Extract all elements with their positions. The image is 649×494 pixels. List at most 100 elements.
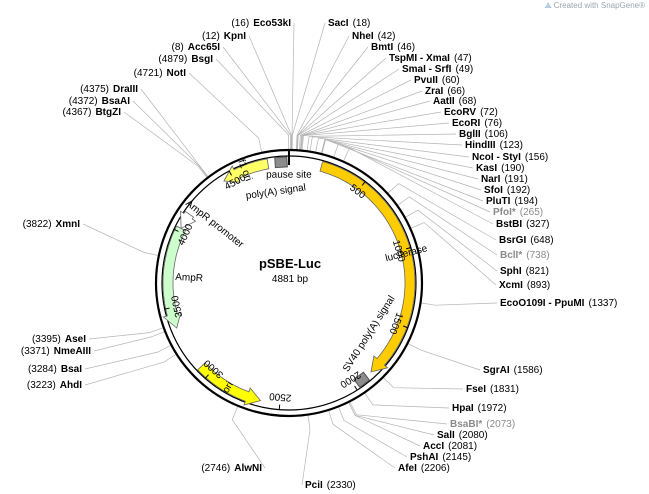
site-leader — [320, 138, 474, 169]
site-bsgi[interactable]: BsgI (4879) — [158, 54, 213, 65]
site-fsei[interactable]: FseI (1831) — [466, 384, 519, 395]
snapgene-logo-icon: ⟁ — [544, 1, 552, 10]
site-bstbi[interactable]: BstBI (327) — [496, 219, 549, 230]
site-name: HpaI — [452, 403, 474, 414]
site-ecorv[interactable]: EcoRV (72) — [444, 107, 498, 118]
site-position: (4367) — [63, 107, 92, 118]
site-name: PvuII — [414, 75, 438, 86]
site-name: XcmI — [499, 280, 523, 291]
site-ecoo109i-ppumi[interactable]: EcoO109I - PpuMI (1337) — [500, 298, 617, 309]
site-leader — [132, 100, 209, 178]
site-sfoi[interactable]: SfoI (192) — [484, 185, 530, 196]
site-name: BsaAI — [102, 96, 131, 107]
site-position: (1586) — [514, 365, 543, 376]
site-ecori[interactable]: EcoRI (76) — [452, 118, 502, 129]
site-noti[interactable]: NotI (4721) — [134, 68, 187, 79]
site-smai-srfi[interactable]: SmaI - SrfI (49) — [402, 64, 473, 75]
site-leader — [342, 147, 494, 225]
site-position: (194) — [514, 196, 537, 207]
tick-mark — [402, 325, 409, 329]
site-pvuii[interactable]: PvuII (60) — [414, 75, 460, 86]
site-name: AseI — [65, 334, 86, 345]
site-name: KasI — [476, 163, 497, 174]
site-acci[interactable]: AccI (2081) — [423, 441, 477, 452]
site-eco53ki[interactable]: Eco53kI (16) — [231, 18, 291, 29]
pause-site-box[interactable] — [274, 156, 288, 169]
site-name: Acc65I — [188, 42, 220, 53]
feature-label-ori: ori — [221, 380, 236, 395]
site-sali[interactable]: SalI (2080) — [437, 430, 488, 441]
site-xmni[interactable]: XmnI (3822) — [23, 219, 81, 230]
site-asei[interactable]: AseI (3395) — [32, 334, 86, 345]
site-bcli-[interactable]: BclI* (738) — [500, 250, 550, 261]
site-position: (3395) — [32, 334, 61, 345]
site-tspmi-xmai[interactable]: TspMI - XmaI (47) — [389, 53, 472, 64]
site-position: (3223) — [27, 380, 56, 391]
site-bsrgi[interactable]: BsrGI (648) — [499, 235, 554, 246]
site-leader — [348, 401, 421, 447]
site-leader — [306, 133, 457, 152]
site-bmti[interactable]: BmtI (46) — [371, 42, 415, 53]
site-position: (3371) — [21, 346, 50, 357]
feature-arrows — [162, 156, 416, 406]
site-ncoi-styi[interactable]: NcoI - StyI (156) — [472, 152, 548, 163]
site-kpni[interactable]: KpnI (12) — [202, 31, 246, 42]
site-xcmi[interactable]: XcmI (893) — [499, 280, 550, 291]
site-draiii[interactable]: DraIII (4375) — [80, 84, 138, 95]
site-name: SfoI — [484, 185, 503, 196]
feature-arrow-ampr-promoter[interactable] — [180, 210, 197, 229]
sv40-polya-box[interactable] — [353, 371, 371, 389]
site-saci[interactable]: SacI (18) — [328, 18, 370, 29]
site-name: SalI — [437, 430, 455, 441]
site-leader — [93, 331, 166, 352]
site-name: EcoO109I - PpuMI — [500, 298, 585, 309]
site-position: (893) — [527, 280, 550, 291]
site-bsabi-[interactable]: BsaBI* (2073) — [450, 419, 515, 430]
site-name: BsaBI* — [450, 419, 482, 430]
site-pshai[interactable]: PshAI (2145) — [410, 452, 471, 463]
site-name: BmtI — [371, 42, 393, 53]
site-zrai[interactable]: ZraI (66) — [425, 86, 465, 97]
site-leader — [301, 122, 450, 151]
site-leader — [321, 139, 482, 191]
site-nmeaiii[interactable]: NmeAIII (3371) — [21, 346, 91, 357]
tick-label: 2500 — [268, 390, 291, 403]
site-nhei[interactable]: NheI (42) — [352, 31, 395, 42]
site-position: (49) — [455, 64, 473, 75]
site-pcii[interactable]: PciI (2330) — [305, 480, 356, 491]
site-name: PfoI* — [493, 207, 516, 218]
tick-mark — [361, 181, 366, 186]
site-name: AhdI — [60, 380, 82, 391]
site-bsaai[interactable]: BsaAI (4372) — [69, 96, 130, 107]
feature-arrow-ori[interactable] — [197, 362, 262, 406]
feature-arrow-luciferase[interactable] — [319, 161, 416, 373]
site-nari[interactable]: NarI (191) — [481, 174, 528, 185]
feature-label-ampr-promoter: AmpR promoter — [183, 198, 246, 251]
feature-arrow-f1-ori[interactable] — [223, 158, 270, 183]
site-name: SacI — [328, 18, 349, 29]
site-ahdi[interactable]: AhdI (3223) — [27, 380, 82, 391]
site-afei[interactable]: AfeI (2206) — [398, 463, 450, 474]
site-kasi[interactable]: KasI (190) — [476, 163, 524, 174]
site-leader — [328, 409, 396, 469]
site-position: (4721) — [134, 68, 163, 79]
site-sgrai[interactable]: SgrAI (1586) — [483, 365, 543, 376]
snapgene-credit: ⟁ Created with SnapGene® — [545, 1, 645, 11]
site-acc65i[interactable]: Acc65I (8) — [172, 42, 221, 53]
site-hpai[interactable]: HpaI (1972) — [452, 403, 507, 414]
site-btgzi[interactable]: BtgZI(4367) — [63, 107, 122, 118]
site-hindiii[interactable]: HindIII (123) — [465, 140, 523, 151]
site-bsai[interactable]: BsaI (3284) — [28, 364, 82, 375]
site-position: (192) — [507, 185, 530, 196]
site-leader — [309, 136, 463, 152]
tick-mark — [405, 246, 412, 250]
site-pluti[interactable]: PluTI (194) — [486, 196, 538, 207]
site-alwni[interactable]: AlwNI (2746) — [201, 463, 262, 474]
site-name: BsgI — [191, 54, 213, 65]
site-leader — [300, 111, 442, 151]
site-sphi[interactable]: SphI (821) — [500, 266, 549, 277]
site-aatii[interactable]: AatII (68) — [433, 96, 476, 107]
site-leader — [291, 22, 326, 151]
site-bglii[interactable]: BglII (106) — [459, 129, 508, 140]
site-pfoi-[interactable]: PfoI* (265) — [493, 207, 543, 218]
